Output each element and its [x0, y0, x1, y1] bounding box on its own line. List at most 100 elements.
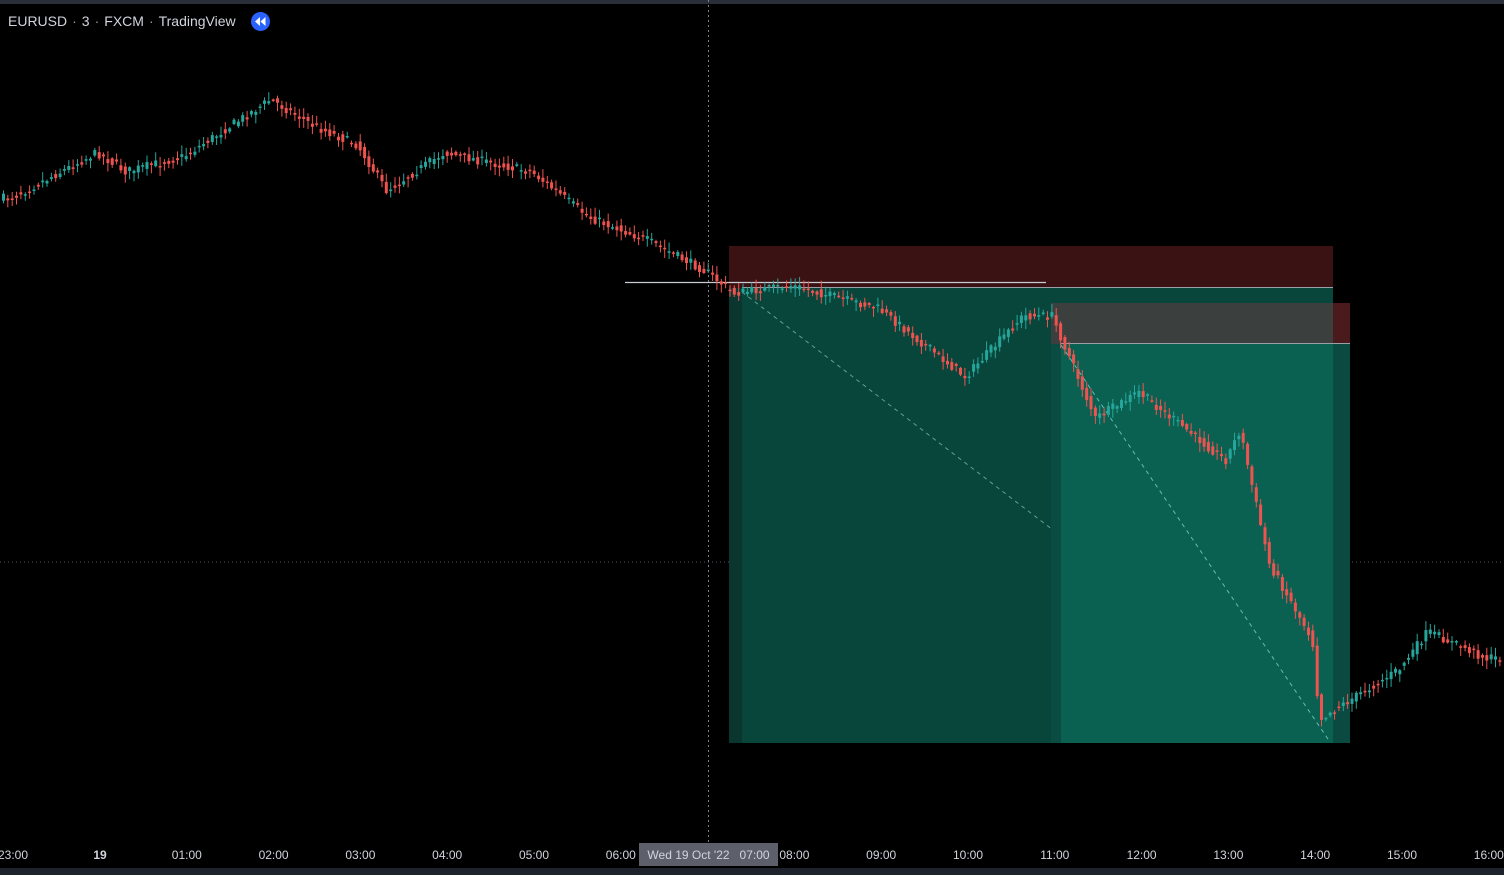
- candle-body: [19, 192, 23, 195]
- candle-body: [315, 123, 319, 125]
- stop-loss-zone-2[interactable]: [1051, 303, 1350, 344]
- candle-body: [463, 153, 467, 155]
- candle-body: [1154, 404, 1158, 410]
- candle-body: [110, 158, 114, 165]
- candle-body: [62, 169, 66, 171]
- candle-body: [441, 156, 445, 160]
- time-axis-label: 12:00: [1127, 848, 1157, 862]
- candle-body: [1024, 315, 1028, 321]
- candle-body: [737, 292, 741, 296]
- candle-body: [680, 254, 684, 260]
- candle-body: [323, 128, 327, 132]
- candle-body: [937, 352, 941, 355]
- candle-body: [1137, 390, 1141, 397]
- candle-body: [1441, 637, 1445, 643]
- candle-body: [876, 304, 880, 306]
- candle-body: [663, 247, 667, 250]
- candle-body: [263, 100, 266, 104]
- take-profit-zone-2-overflow: [1333, 344, 1350, 743]
- candle-body: [193, 151, 197, 155]
- candle-body: [693, 260, 697, 270]
- candle-body: [554, 188, 558, 190]
- candle-body: [1289, 592, 1293, 602]
- candle-body: [41, 180, 45, 183]
- short-position-2[interactable]: [1051, 303, 1350, 743]
- candle-body: [584, 213, 588, 216]
- candle-body: [493, 163, 497, 167]
- interval-label[interactable]: 3: [81, 13, 90, 29]
- candle-body: [602, 221, 606, 225]
- candle-body: [1398, 670, 1402, 675]
- candle-body: [793, 285, 797, 289]
- time-axis-label: 13:00: [1213, 848, 1243, 862]
- candle-body: [989, 345, 993, 353]
- candle-body: [406, 177, 410, 179]
- candle-body: [724, 282, 728, 284]
- candle-body: [1193, 432, 1197, 435]
- stop-loss-zone-2-overflow: [1333, 303, 1350, 344]
- candle-body: [685, 257, 688, 264]
- candle-body: [1280, 577, 1284, 591]
- time-axis-label: 11:00: [1040, 848, 1069, 862]
- separator: ·: [72, 13, 77, 29]
- candle-body: [202, 144, 206, 147]
- symbol-label[interactable]: EURUSD: [8, 13, 68, 29]
- candle-body: [985, 350, 989, 360]
- time-axis-label: 09:00: [866, 848, 896, 862]
- time-axis[interactable]: 23:001901:0002:0003:0004:0005:0006:0007:…: [0, 848, 1504, 862]
- candle-body: [1172, 415, 1176, 418]
- candle-body: [58, 173, 62, 177]
- candle-body: [615, 226, 619, 231]
- candle-body: [219, 135, 223, 138]
- time-axis-label: 06:00: [606, 848, 636, 862]
- candle-body: [654, 241, 658, 244]
- candle-body: [1320, 694, 1323, 720]
- candle-body: [1028, 313, 1032, 320]
- candle-body: [676, 252, 680, 256]
- candle-body: [1185, 424, 1189, 430]
- candle-body: [1019, 315, 1023, 323]
- candle-body: [576, 203, 580, 205]
- candle-body: [162, 162, 166, 164]
- time-axis-label: 10:00: [953, 848, 983, 862]
- candle-body: [1159, 406, 1163, 410]
- candle-body: [780, 288, 784, 290]
- candle-body: [1146, 394, 1150, 396]
- candle-body: [345, 136, 349, 138]
- candle-body: [1367, 690, 1371, 693]
- candle-body: [1433, 631, 1437, 635]
- candle-body: [1385, 677, 1389, 680]
- time-axis-label: 03:00: [345, 848, 375, 862]
- candle-body: [145, 162, 149, 169]
- stop-loss-zone[interactable]: [729, 246, 1333, 288]
- candle-body: [932, 348, 936, 353]
- candle-body: [136, 165, 140, 173]
- candle-body: [458, 154, 462, 156]
- candle-body: [1241, 432, 1245, 443]
- candle-body: [815, 291, 819, 295]
- candle-body: [524, 171, 527, 174]
- candle-body: [228, 128, 232, 132]
- candle-body: [1324, 717, 1328, 720]
- rewind-button[interactable]: [250, 11, 270, 31]
- candle-body: [606, 221, 610, 228]
- candle-body: [1133, 392, 1136, 395]
- separator: ·: [148, 13, 154, 29]
- candle-body: [702, 268, 706, 273]
- candle-body: [1041, 312, 1045, 314]
- candle-body: [1485, 655, 1489, 661]
- candle-body: [1437, 632, 1441, 635]
- candle-body: [1459, 646, 1463, 648]
- candle-body: [850, 298, 854, 300]
- candle-body: [1072, 354, 1076, 364]
- candle-body: [1124, 401, 1128, 403]
- candle-body: [428, 158, 432, 163]
- candle-body: [732, 287, 736, 295]
- candle-body: [1307, 627, 1310, 636]
- candle-body: [332, 131, 336, 134]
- candle-body: [358, 141, 362, 151]
- candle-body: [419, 165, 423, 168]
- candle-body: [376, 170, 380, 173]
- candle-body: [619, 225, 623, 232]
